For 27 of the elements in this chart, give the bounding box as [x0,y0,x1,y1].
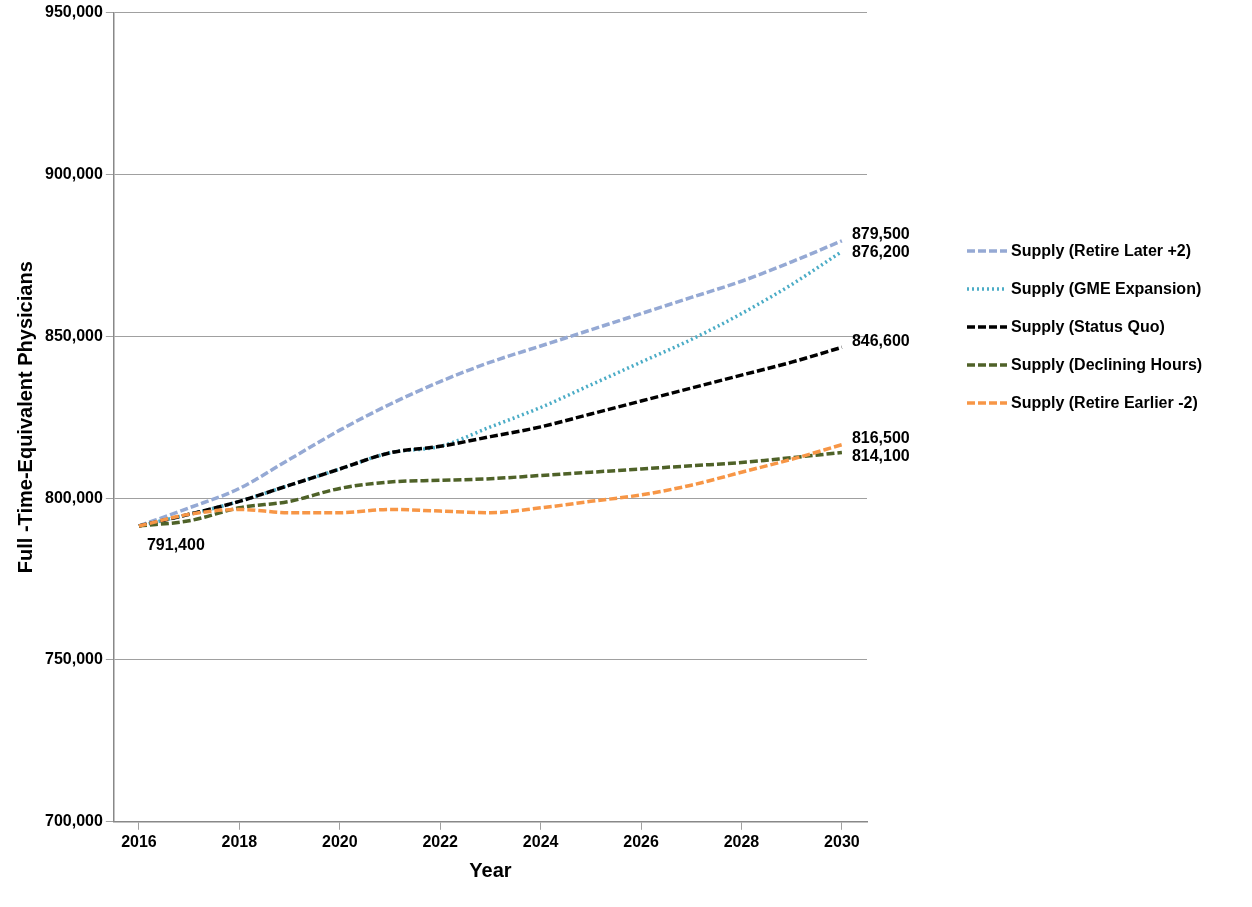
legend-label: Supply (GME Expansion) [1011,280,1202,299]
legend-label: Supply (Retire Earlier -2) [1011,394,1198,413]
data-label: 814,100 [851,447,910,465]
y-axis-title: Full -Time-Equivalent Physicians [13,261,36,574]
x-tick-label: 2028 [723,832,760,850]
y-tick-label: 700,000 [44,812,103,830]
x-tick-label: 2020 [321,832,358,850]
x-axis-title: Year [469,858,512,881]
legend-label: Supply (Retire Later +2) [1011,242,1192,261]
legend-label: Supply (Declining Hours) [1011,356,1203,375]
y-tick-label: 950,000 [44,3,103,21]
data-label: 846,600 [851,331,910,349]
x-tick-label: 2022 [422,832,459,850]
x-tick-label: 2026 [623,832,659,850]
data-label: 816,500 [851,429,910,447]
x-tick-label: 2016 [121,832,157,850]
x-tick-label: 2030 [824,832,860,850]
y-tick-label: 800,000 [44,488,103,506]
data-label: 879,500 [851,225,910,243]
y-tick-label: 900,000 [44,164,103,182]
x-tick-label: 2024 [522,832,559,850]
y-tick-label: 750,000 [44,650,103,668]
data-label: 791,400 [146,536,205,554]
legend-label: Supply (Status Quo) [1011,318,1165,337]
y-tick-label: 850,000 [44,326,103,344]
data-label: 876,200 [851,243,910,261]
x-tick-label: 2018 [221,832,258,850]
